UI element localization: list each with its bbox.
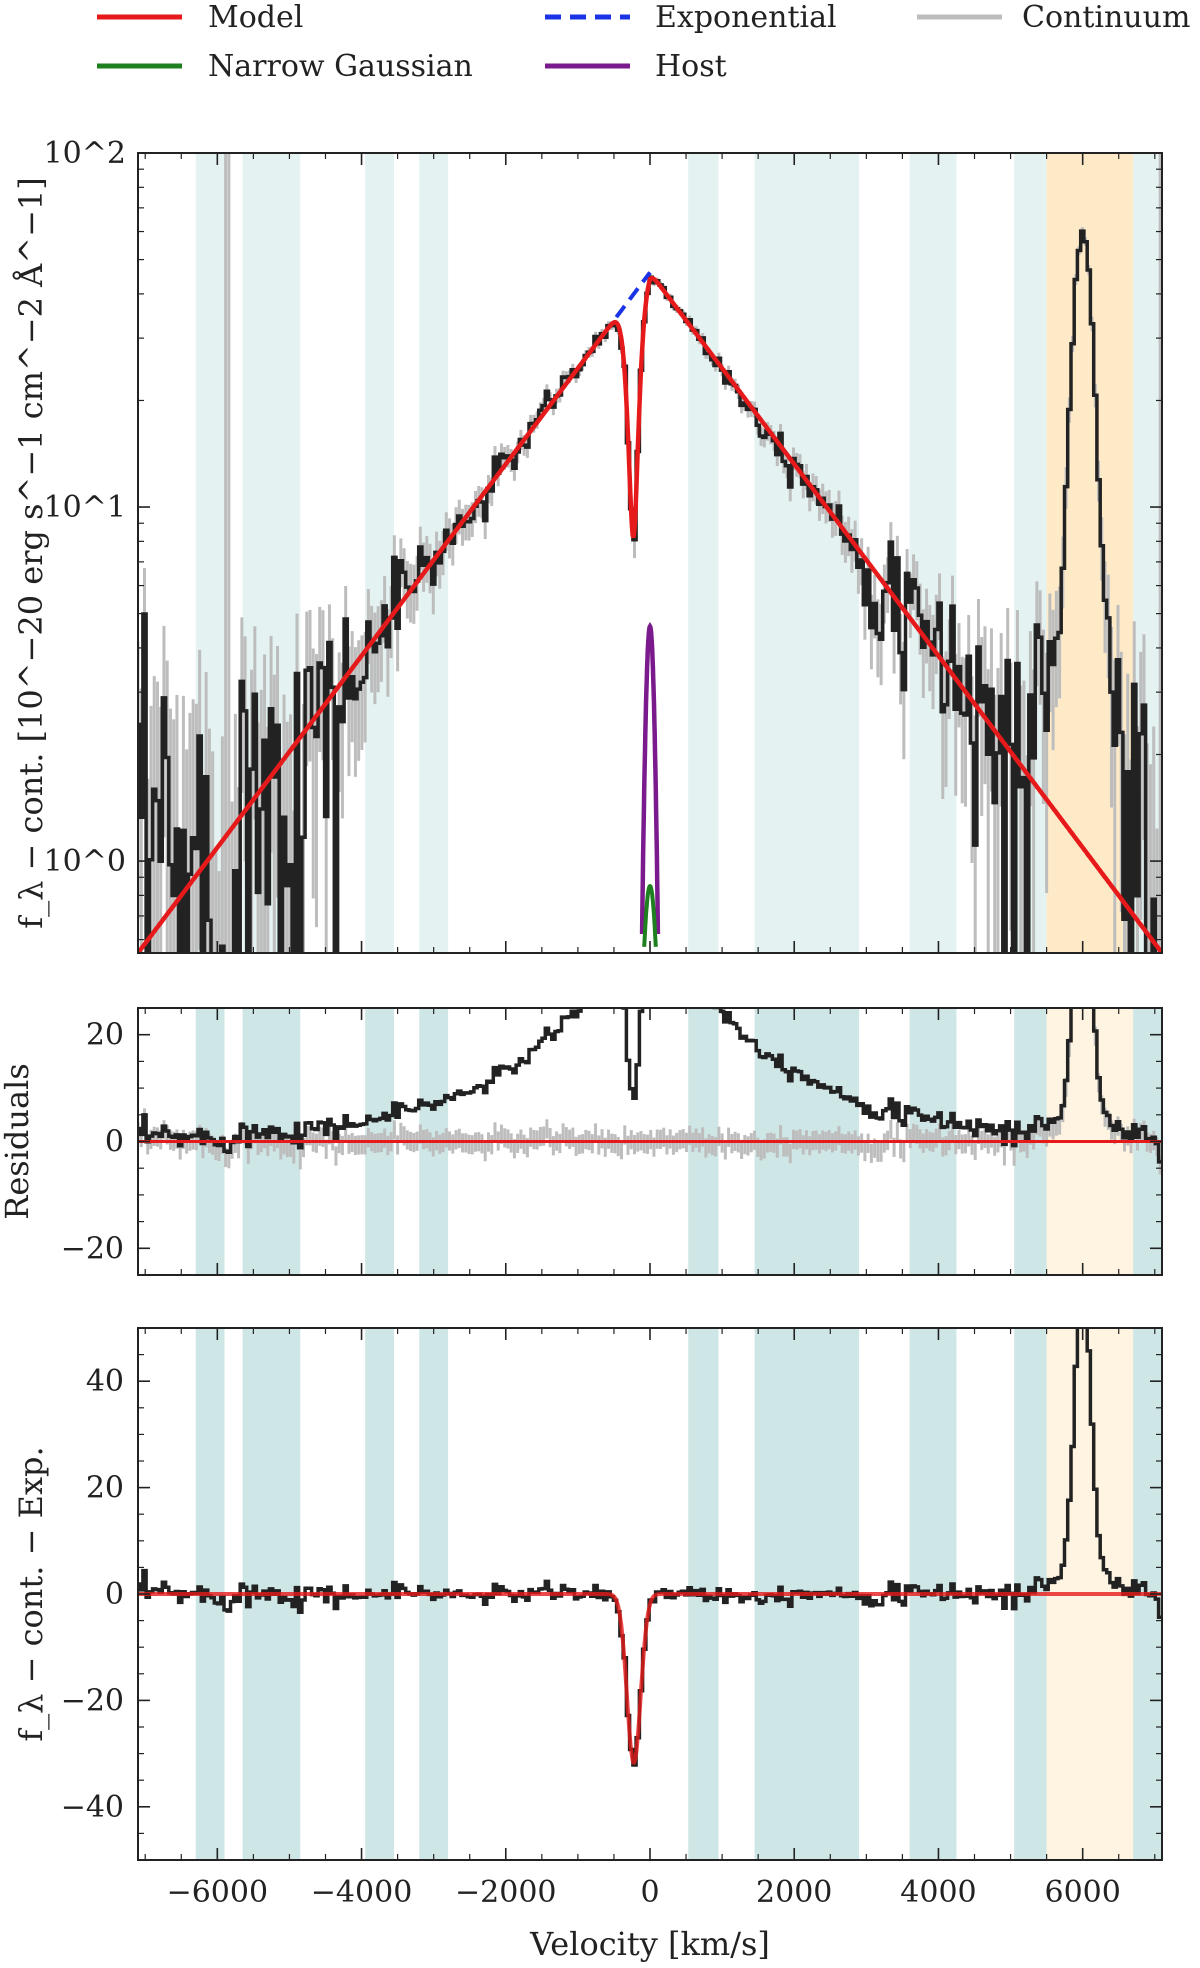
legend-label-5: Host xyxy=(655,49,727,84)
y-tick-label: −20 xyxy=(61,1231,124,1266)
masked-region-band xyxy=(688,153,719,953)
y-tick-label: 20 xyxy=(86,1018,124,1053)
y-tick-label: 20 xyxy=(86,1471,124,1506)
host-line xyxy=(639,621,661,935)
narrow-gaussian-line xyxy=(642,883,658,947)
x-tick-label: −2000 xyxy=(455,1875,556,1910)
y-tick-label: −20 xyxy=(61,1683,124,1718)
y-tick-label: 10^0 xyxy=(44,844,126,879)
y-tick-label: 40 xyxy=(86,1364,124,1399)
y-axis-label: Residuals xyxy=(0,1063,36,1220)
y-tick-label: 0 xyxy=(105,1577,124,1612)
residual-step-line xyxy=(138,1008,1162,1164)
y-tick-label: −40 xyxy=(61,1790,124,1825)
y-tick-label: 10^1 xyxy=(44,490,126,525)
legend: Model Exponential Continuum Narrow Gaussian… xyxy=(97,0,1190,84)
model-absorption-line xyxy=(138,1592,1162,1765)
x-tick-label: 4000 xyxy=(900,1875,976,1910)
y-tick-label: 10^2 xyxy=(44,136,126,171)
y-tick-label: 0 xyxy=(105,1125,124,1160)
residuals-panel: 20 0 −20 Residuals xyxy=(0,1007,1163,1276)
y-axis-label: f_λ − cont. [10^−20 erg s^−1 cm^−2 Å^−1] xyxy=(12,177,50,928)
x-tick-label: 2000 xyxy=(756,1875,832,1910)
legend-label-1: Model xyxy=(208,0,303,35)
x-axis-label: Velocity [km/s] xyxy=(529,1925,770,1963)
x-tick-label: −4000 xyxy=(311,1875,412,1910)
x-tick-label: 6000 xyxy=(1044,1875,1120,1910)
legend-label-3: Continuum xyxy=(1022,0,1190,35)
legend-label-4: Narrow Gaussian xyxy=(208,49,473,84)
legend-label-2: Exponential xyxy=(655,0,837,35)
x-tick-label: 0 xyxy=(640,1875,659,1910)
x-tick-label: −6000 xyxy=(167,1875,268,1910)
masked-region-band xyxy=(909,153,957,953)
masked-region-band xyxy=(365,153,394,953)
model-line xyxy=(138,275,1162,953)
flux-panel: 10^0 10^1 10^2 f_λ − cont. [10^−20 erg s^−1… xyxy=(12,136,1163,954)
subtracted-panel: −6000 −4000 −2000 0 2000 4000 6000 40 20 0 −20 −40 f… xyxy=(12,1327,1163,1963)
y-axis-label: f_λ − cont. − Exp. xyxy=(12,1446,50,1741)
